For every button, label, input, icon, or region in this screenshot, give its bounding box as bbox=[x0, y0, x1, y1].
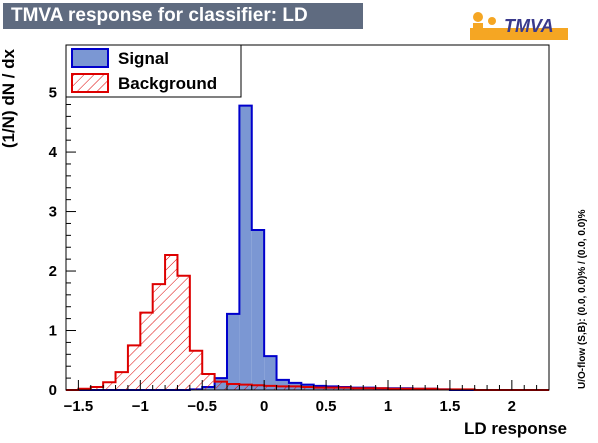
background-bar bbox=[165, 254, 178, 390]
x-tick-label: 1 bbox=[384, 398, 392, 415]
overflow-label: U/O-flow (S,B): (0.0, 0.0)% / (0.0, 0.0)… bbox=[577, 209, 588, 389]
signal-bar bbox=[227, 313, 240, 390]
background-bar bbox=[264, 385, 277, 390]
signal-bar bbox=[239, 105, 252, 390]
background-bar bbox=[251, 385, 265, 390]
background-bar bbox=[127, 345, 141, 390]
chart-title: TMVA response for classifier: LD bbox=[3, 3, 363, 29]
background-bar bbox=[239, 384, 252, 390]
background-bar bbox=[202, 373, 215, 390]
y-tick-label: 5 bbox=[49, 85, 57, 102]
legend-label-background: Background bbox=[118, 74, 217, 93]
legend: Signal Background bbox=[65, 44, 242, 98]
background-bar bbox=[90, 387, 104, 390]
background-bar bbox=[214, 381, 227, 390]
background-bar bbox=[227, 384, 240, 390]
background-bar bbox=[276, 386, 289, 390]
y-tick-label: 0 bbox=[49, 382, 57, 399]
x-tick-label: −0.5 bbox=[187, 398, 217, 415]
axes: −1.5 −1 −0.5 0 0.5 1 1.5 2 0 1 2 3 4 5 bbox=[49, 44, 550, 415]
x-tick-label: 0.5 bbox=[316, 398, 337, 415]
legend-swatch-signal bbox=[71, 48, 109, 68]
x-tick-label: 2 bbox=[508, 398, 516, 415]
legend-swatch-background bbox=[71, 73, 109, 93]
background-bar bbox=[313, 387, 327, 390]
y-tick-label: 4 bbox=[49, 144, 58, 161]
background-bar bbox=[288, 386, 302, 390]
signal-bar bbox=[276, 379, 289, 390]
y-tick-label: 1 bbox=[49, 323, 57, 340]
background-bar bbox=[140, 312, 153, 390]
plot-frame bbox=[65, 44, 550, 391]
x-tick-label: 0 bbox=[260, 398, 268, 415]
background-bar bbox=[177, 275, 190, 390]
background-bar bbox=[189, 350, 203, 390]
y-axis-label: (1/N) dN / dx bbox=[0, 48, 18, 148]
x-tick-label: −1 bbox=[132, 398, 149, 415]
background-bar bbox=[338, 387, 351, 390]
signal-bar bbox=[251, 229, 265, 390]
tmva-logo: TMVA bbox=[470, 12, 568, 40]
background-bar bbox=[301, 387, 314, 390]
background-bar bbox=[152, 284, 166, 390]
background-bar bbox=[326, 387, 339, 390]
background-bar bbox=[103, 382, 116, 390]
y-tick-label: 2 bbox=[49, 263, 57, 280]
legend-label-signal: Signal bbox=[118, 49, 169, 68]
x-tick-label: 1.5 bbox=[439, 398, 460, 415]
background-bar bbox=[115, 372, 128, 390]
signal-bar bbox=[264, 356, 277, 390]
logo-text: TMVA bbox=[504, 16, 554, 36]
x-tick-label: −1.5 bbox=[64, 398, 94, 415]
x-axis-label: LD response bbox=[464, 419, 567, 438]
y-tick-label: 3 bbox=[49, 204, 57, 221]
